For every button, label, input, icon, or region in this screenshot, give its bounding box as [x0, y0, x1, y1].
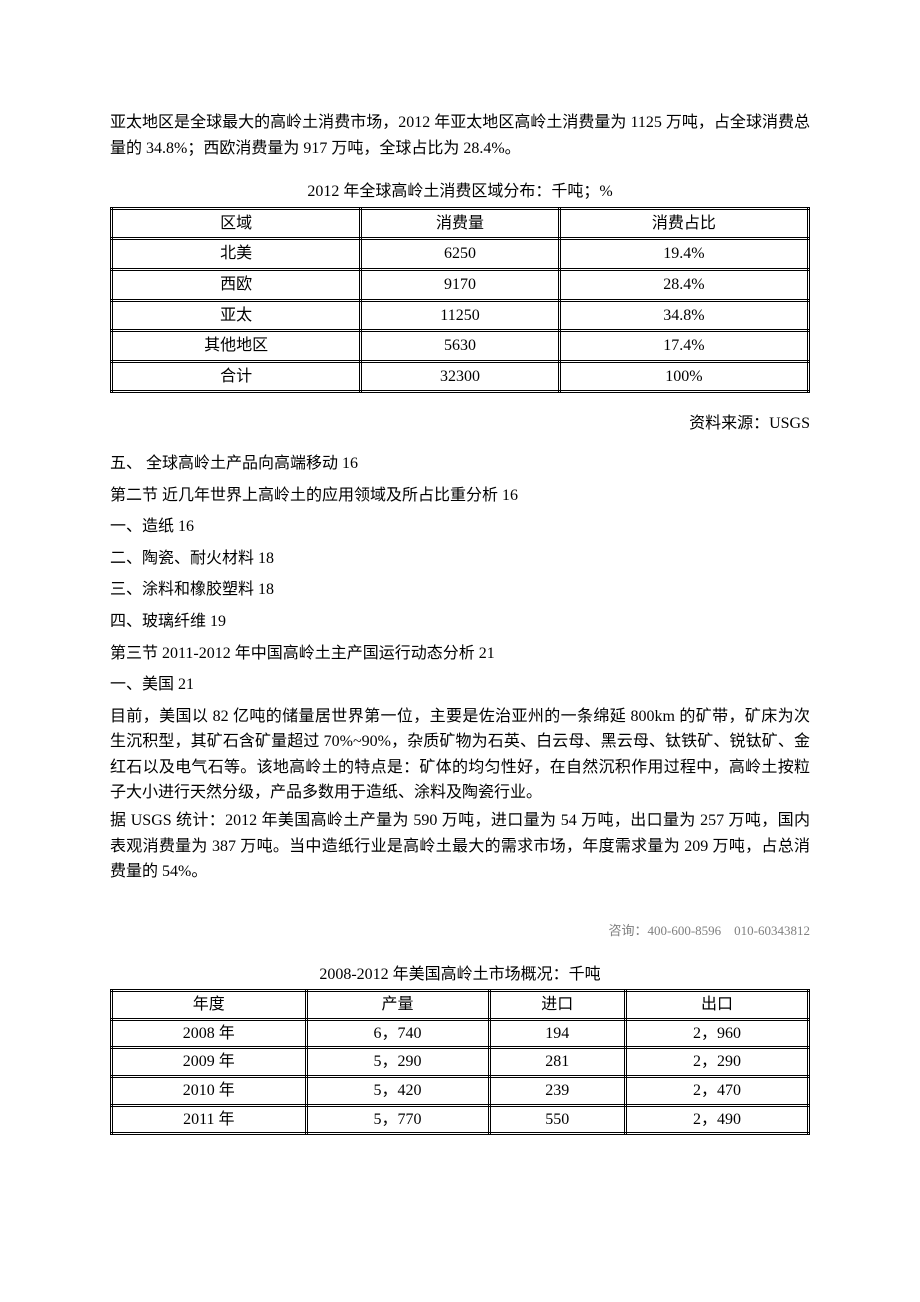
body-paragraph: 据 USGS 统计：2012 年美国高岭土产量为 590 万吨，进口量为 54 … [110, 808, 810, 885]
col-header-production: 产量 [306, 991, 489, 1020]
body-paragraph: 目前，美国以 82 亿吨的储量居世界第一位，主要是佐治亚州的一条绵延 800km… [110, 704, 810, 806]
cell-import: 239 [489, 1077, 626, 1106]
toc-line: 一、造纸 16 [110, 514, 810, 540]
cell-consumption: 9170 [361, 269, 560, 300]
cell-export: 2，290 [626, 1048, 809, 1077]
cell-share: 28.4% [559, 269, 808, 300]
col-header-share: 消费占比 [559, 208, 808, 239]
data-source-label: 资料来源：USGS [110, 411, 810, 437]
table-us-kaolin-market: 年度 产量 进口 出口 2008 年 6，740 194 2，960 2009 … [110, 989, 810, 1135]
cell-import: 550 [489, 1105, 626, 1134]
cell-share: 17.4% [559, 331, 808, 362]
table-row: 其他地区 5630 17.4% [112, 331, 809, 362]
col-header-region: 区域 [112, 208, 361, 239]
cell-consumption: 11250 [361, 300, 560, 331]
table-row: 2009 年 5，290 281 2，290 [112, 1048, 809, 1077]
cell-region: 西欧 [112, 269, 361, 300]
toc-line: 二、陶瓷、耐火材料 18 [110, 546, 810, 572]
cell-region: 其他地区 [112, 331, 361, 362]
toc-line: 第三节 2011-2012 年中国高岭土主产国运行动态分析 21 [110, 641, 810, 667]
cell-year: 2009 年 [112, 1048, 307, 1077]
cell-import: 194 [489, 1019, 626, 1048]
cell-year: 2008 年 [112, 1019, 307, 1048]
table-row: 2010 年 5，420 239 2，470 [112, 1077, 809, 1106]
table-row: 2011 年 5，770 550 2，490 [112, 1105, 809, 1134]
col-header-consumption: 消费量 [361, 208, 560, 239]
cell-production: 6，740 [306, 1019, 489, 1048]
table-row: 合计 32300 100% [112, 361, 809, 392]
table-global-kaolin-consumption: 区域 消费量 消费占比 北美 6250 19.4% 西欧 9170 28.4% … [110, 207, 810, 394]
table-row: 亚太 11250 34.8% [112, 300, 809, 331]
toc-line: 第二节 近几年世界上高岭土的应用领域及所占比重分析 16 [110, 483, 810, 509]
table1-caption: 2012 年全球高岭土消费区域分布：千吨；% [110, 179, 810, 205]
cell-share: 100% [559, 361, 808, 392]
toc-line: 四、玻璃纤维 19 [110, 609, 810, 635]
cell-region: 亚太 [112, 300, 361, 331]
intro-paragraph: 亚太地区是全球最大的高岭土消费市场，2012 年亚太地区高岭土消费量为 1125… [110, 110, 810, 161]
cell-consumption: 5630 [361, 331, 560, 362]
cell-production: 5，770 [306, 1105, 489, 1134]
table-row: 区域 消费量 消费占比 [112, 208, 809, 239]
cell-year: 2011 年 [112, 1105, 307, 1134]
toc-line: 五、 全球高岭土产品向高端移动 16 [110, 451, 810, 477]
col-header-import: 进口 [489, 991, 626, 1020]
toc-line: 一、美国 21 [110, 672, 810, 698]
cell-export: 2，960 [626, 1019, 809, 1048]
cell-production: 5，290 [306, 1048, 489, 1077]
cell-export: 2，490 [626, 1105, 809, 1134]
cell-share: 34.8% [559, 300, 808, 331]
toc-line: 三、涂料和橡胶塑料 18 [110, 577, 810, 603]
cell-consumption: 32300 [361, 361, 560, 392]
cell-consumption: 6250 [361, 239, 560, 270]
table-row: 西欧 9170 28.4% [112, 269, 809, 300]
cell-year: 2010 年 [112, 1077, 307, 1106]
table2-caption: 2008-2012 年美国高岭土市场概况：千吨 [110, 962, 810, 988]
cell-production: 5，420 [306, 1077, 489, 1106]
col-header-year: 年度 [112, 991, 307, 1020]
cell-region: 合计 [112, 361, 361, 392]
cell-share: 19.4% [559, 239, 808, 270]
table-row: 北美 6250 19.4% [112, 239, 809, 270]
table-row: 年度 产量 进口 出口 [112, 991, 809, 1020]
cell-region: 北美 [112, 239, 361, 270]
cell-export: 2，470 [626, 1077, 809, 1106]
col-header-export: 出口 [626, 991, 809, 1020]
cell-import: 281 [489, 1048, 626, 1077]
table-row: 2008 年 6，740 194 2，960 [112, 1019, 809, 1048]
footer-contact: 咨询：400-600-8596 010-60343812 [110, 921, 810, 942]
